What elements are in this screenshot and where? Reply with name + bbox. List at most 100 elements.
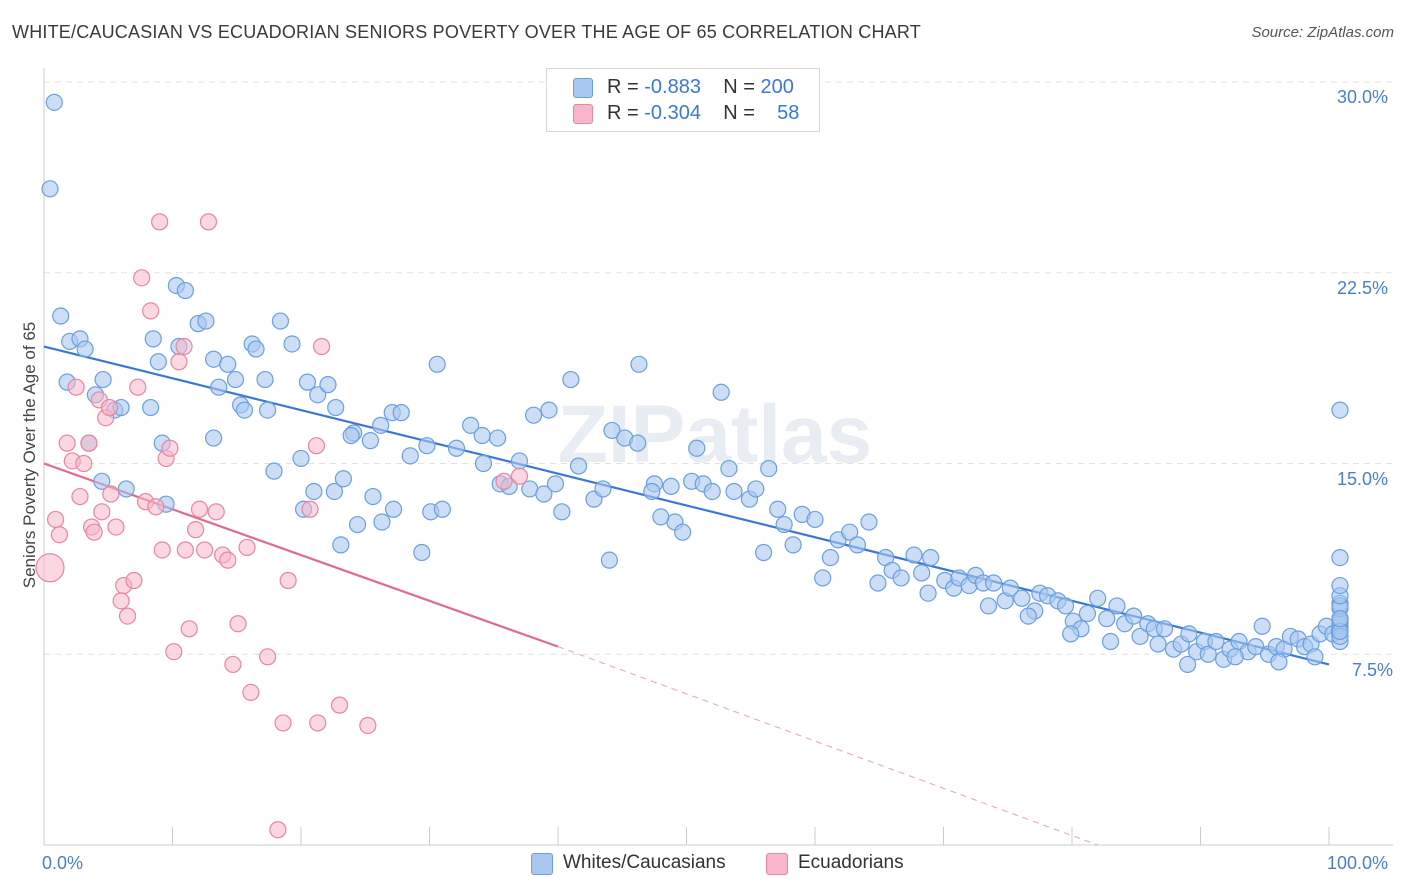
- data-point-whites: [725, 482, 743, 501]
- data-point-whites: [372, 416, 390, 434]
- trendline-ecuadorians-extension: [557, 646, 1098, 846]
- data-point-ecuadorians: [100, 398, 119, 417]
- data-point-whites: [41, 180, 59, 198]
- data-point-whites: [226, 370, 245, 389]
- data-point-whites: [219, 355, 237, 373]
- data-point-ecuadorians: [85, 523, 103, 541]
- data-point-ecuadorians: [359, 716, 377, 735]
- data-point-whites: [869, 574, 887, 592]
- data-point-ecuadorians: [170, 353, 188, 371]
- data-point-ecuadorians: [129, 378, 147, 396]
- data-point-whites: [1226, 648, 1244, 666]
- data-point-ecuadorians: [187, 521, 205, 539]
- data-point-ecuadorians: [133, 269, 151, 287]
- data-point-whites: [540, 401, 558, 419]
- data-point-ecuadorians: [176, 541, 194, 559]
- data-point-whites: [94, 370, 112, 389]
- data-point-whites: [630, 355, 648, 373]
- data-point-whites: [535, 485, 553, 503]
- data-point-whites: [309, 386, 327, 404]
- data-point-ecuadorians: [151, 213, 169, 231]
- data-point-whites: [319, 376, 337, 394]
- data-point-whites: [197, 312, 215, 330]
- data-point-whites: [1089, 589, 1107, 607]
- data-point-ecuadorians: [258, 648, 277, 666]
- data-point-ecuadorians: [75, 454, 93, 473]
- chart-title: WHITE/CAUCASIAN VS ECUADORIAN SENIORS PO…: [12, 22, 921, 42]
- data-point-ecuadorians: [102, 485, 120, 503]
- legend-label: Whites/Caucasians: [563, 852, 726, 873]
- data-point-whites: [569, 457, 588, 475]
- data-point-whites: [860, 513, 878, 531]
- data-point-whites: [384, 500, 403, 518]
- data-point-whites: [1207, 632, 1225, 651]
- data-point-whites: [913, 564, 931, 582]
- y-axis-label: Seniors Poverty Over the Age of 65: [20, 321, 39, 589]
- data-point-whites: [447, 439, 466, 457]
- x-tick-label: 100.0%: [1327, 853, 1389, 873]
- data-point-ecuadorians: [301, 500, 319, 518]
- y-axis-label-wrap: Seniors Poverty Over the Age of 65: [18, 0, 42, 892]
- data-point-whites: [142, 398, 160, 417]
- data-point-whites: [841, 523, 859, 541]
- data-point-whites: [76, 340, 94, 358]
- data-point-whites: [1062, 625, 1080, 643]
- data-point-ecuadorians: [307, 437, 326, 455]
- legend-swatch-whites: [531, 853, 553, 875]
- y-tick-label: 7.5%: [1352, 660, 1394, 680]
- legend-swatch-whites: [573, 78, 593, 98]
- data-point-ecuadorians: [190, 500, 209, 518]
- data-point-whites: [775, 515, 793, 534]
- data-point-whites: [919, 584, 937, 602]
- x-tick-label: 0.0%: [42, 853, 84, 873]
- r-label: R =: [607, 102, 639, 124]
- data-point-whites: [474, 454, 493, 473]
- data-point-whites: [1108, 597, 1126, 615]
- data-point-whites: [754, 543, 773, 562]
- data-point-whites: [848, 536, 867, 554]
- data-point-whites: [1180, 625, 1198, 643]
- data-point-whites: [600, 551, 619, 569]
- data-point-whites: [265, 462, 283, 480]
- y-tick-label: 22.5%: [1337, 278, 1389, 298]
- data-point-whites: [979, 597, 998, 615]
- data-point-whites: [144, 330, 162, 348]
- r-value: -0.883: [644, 76, 701, 98]
- data-point-whites: [1247, 638, 1265, 656]
- data-point-whites: [462, 416, 480, 434]
- data-point-ecuadorians: [35, 553, 65, 583]
- data-point-whites: [1056, 597, 1075, 615]
- data-point-ecuadorians: [50, 526, 69, 544]
- data-point-ecuadorians: [229, 615, 247, 633]
- data-point-whites: [643, 482, 661, 501]
- data-point-ecuadorians: [312, 337, 331, 356]
- data-point-whites: [1331, 401, 1349, 419]
- data-point-whites: [688, 439, 706, 457]
- data-point-whites: [985, 574, 1003, 592]
- data-point-whites: [922, 549, 940, 567]
- data-point-whites: [305, 482, 323, 501]
- data-point-ecuadorians: [93, 503, 111, 521]
- data-point-ecuadorians: [330, 696, 349, 714]
- data-point-ecuadorians: [58, 434, 76, 452]
- data-point-ecuadorians: [112, 592, 130, 610]
- data-point-whites: [364, 487, 382, 506]
- data-point-whites: [806, 510, 824, 529]
- data-point-whites: [348, 515, 367, 534]
- data-point-ecuadorians: [153, 541, 171, 559]
- data-point-whites: [334, 470, 353, 488]
- data-point-whites: [361, 432, 379, 450]
- data-point-whites: [747, 480, 765, 498]
- data-point-ecuadorians: [309, 714, 327, 732]
- data-point-whites: [892, 569, 910, 587]
- data-point-whites: [814, 569, 832, 587]
- data-point-whites: [1013, 589, 1031, 607]
- data-point-whites: [1253, 617, 1271, 635]
- data-point-whites: [821, 549, 840, 567]
- data-point-whites: [1179, 655, 1197, 674]
- data-point-whites: [769, 500, 787, 518]
- legend-swatch-ecuadorians: [573, 104, 593, 124]
- data-point-whites: [720, 459, 738, 478]
- data-point-whites: [674, 523, 692, 541]
- data-point-whites: [93, 472, 111, 490]
